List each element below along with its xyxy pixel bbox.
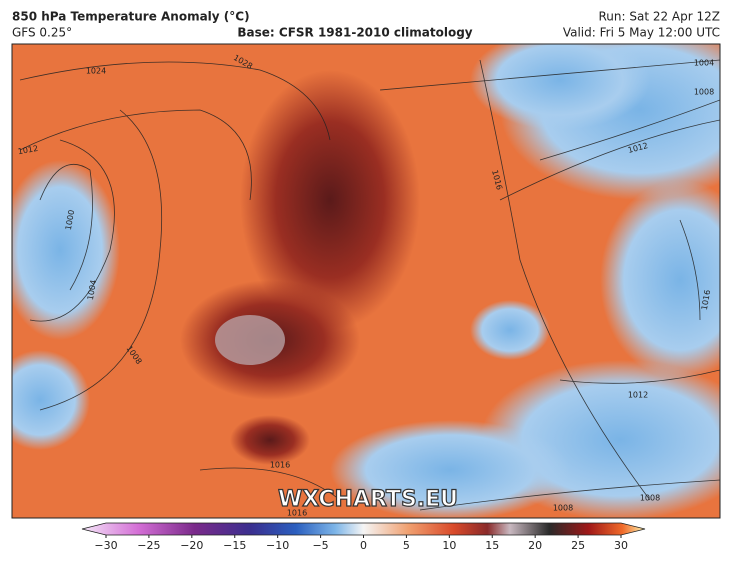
isobar-label: 1000 [64,209,76,231]
isobar-label: 1024 [86,67,106,76]
colorbar-tick-label: 15 [485,539,499,552]
run: Run: Sat 22 Apr 12Z [598,10,720,24]
colorbar-tick-label: −30 [94,539,117,552]
valid: Valid: Fri 5 May 12:00 UTC [563,26,720,40]
colorbar [81,522,646,536]
isobar-label: 1016 [287,509,307,518]
map [12,44,720,518]
colorbar-tick-label: 5 [403,539,410,552]
base: Base: CFSR 1981-2010 climatology [237,26,472,40]
colorbar-tick-label: 25 [571,539,585,552]
colorbar-tick-label: 30 [614,539,628,552]
isobar-label: 1008 [640,494,660,503]
map-frame [11,43,721,519]
title: 850 hPa Temperature Anomaly (°C) [12,10,250,24]
colorbar-tick-label: −20 [180,539,203,552]
colorbar-tick-label: −10 [266,539,289,552]
isobar-label: 1008 [694,88,714,97]
isobar-label: 1008 [553,504,573,513]
colorbar-tick-label: 10 [442,539,456,552]
model: GFS 0.25° [12,26,72,40]
isobar-label: 1016 [700,289,712,311]
isobar-label: 1004 [86,279,98,301]
watermark: WXCHARTS.EU [278,487,458,512]
isobar-label: 1004 [694,59,714,68]
isobar-label: 1012 [17,144,39,156]
isobar-label: 1012 [628,391,648,400]
colorbar-tick-label: 0 [360,539,367,552]
colorbar-tick-label: −25 [137,539,160,552]
colorbar-tick-label: −5 [312,539,328,552]
colorbar-tick-label: 20 [528,539,542,552]
isobar-label: 1016 [270,461,290,470]
colorbar-tick-label: −15 [223,539,246,552]
